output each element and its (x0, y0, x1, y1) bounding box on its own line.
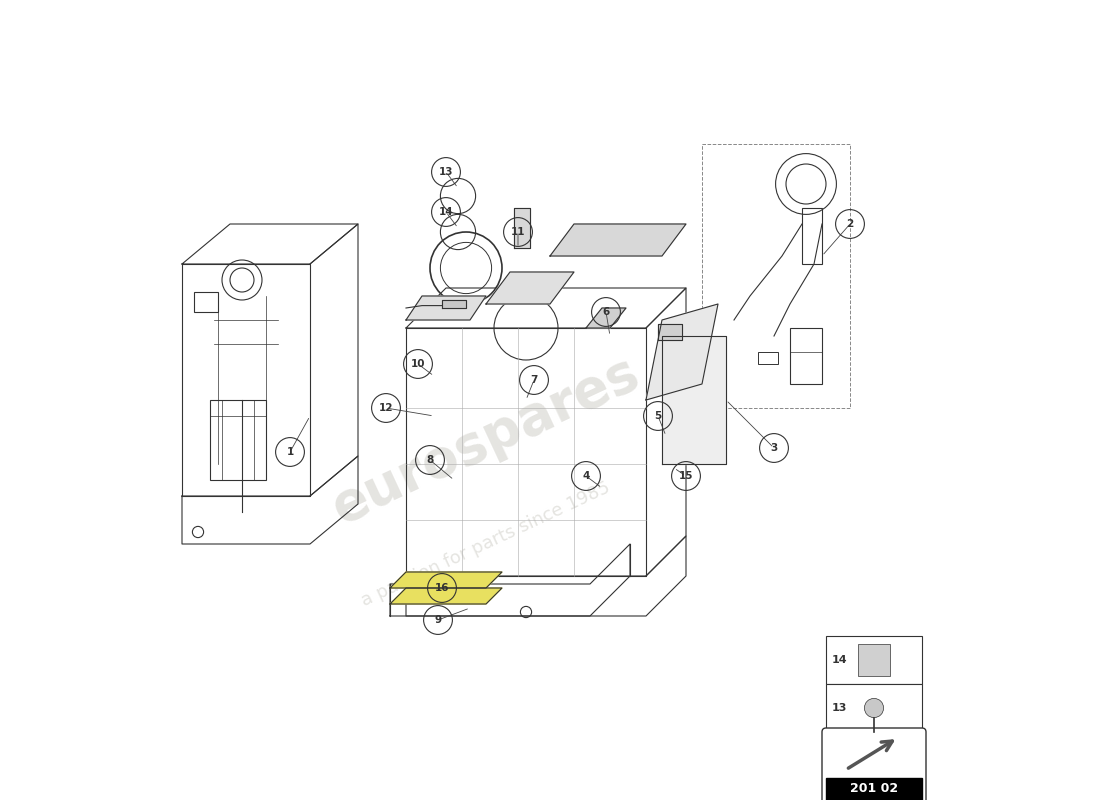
Text: 5: 5 (654, 411, 661, 421)
Polygon shape (390, 588, 502, 604)
Polygon shape (406, 296, 486, 320)
Text: 1: 1 (286, 447, 294, 457)
Bar (826, 778, 922, 800)
Polygon shape (658, 324, 682, 340)
Text: 13: 13 (832, 703, 847, 713)
Text: 201 02: 201 02 (850, 782, 898, 795)
Text: 16: 16 (434, 583, 449, 593)
Bar (210, 400, 266, 480)
Text: 10: 10 (410, 359, 426, 369)
Text: 11: 11 (510, 227, 526, 237)
Polygon shape (586, 308, 626, 328)
Polygon shape (442, 300, 466, 308)
FancyBboxPatch shape (826, 636, 922, 684)
Polygon shape (646, 304, 718, 400)
Text: 14: 14 (832, 655, 847, 665)
Text: 15: 15 (679, 471, 693, 481)
Polygon shape (662, 336, 726, 464)
Polygon shape (486, 272, 574, 304)
Polygon shape (550, 224, 686, 256)
Text: 12: 12 (378, 403, 394, 413)
Polygon shape (390, 572, 502, 588)
Bar (802, 208, 822, 264)
Bar (194, 292, 218, 312)
Text: 4: 4 (582, 471, 590, 481)
Text: 13: 13 (439, 167, 453, 177)
Bar (758, 352, 778, 364)
Text: 7: 7 (530, 375, 538, 385)
Text: a passion for parts since 1985: a passion for parts since 1985 (359, 478, 614, 610)
Text: 8: 8 (427, 455, 433, 465)
FancyBboxPatch shape (822, 728, 926, 800)
Text: 3: 3 (770, 443, 778, 453)
FancyBboxPatch shape (826, 684, 922, 732)
Text: 2: 2 (846, 219, 854, 229)
Text: eurospares: eurospares (324, 346, 648, 534)
Text: 6: 6 (603, 307, 609, 317)
Bar (858, 644, 890, 676)
Circle shape (865, 698, 883, 718)
Text: 9: 9 (434, 615, 441, 625)
Bar (702, 144, 850, 408)
Text: 14: 14 (439, 207, 453, 217)
Polygon shape (514, 208, 530, 248)
Bar (790, 328, 822, 384)
